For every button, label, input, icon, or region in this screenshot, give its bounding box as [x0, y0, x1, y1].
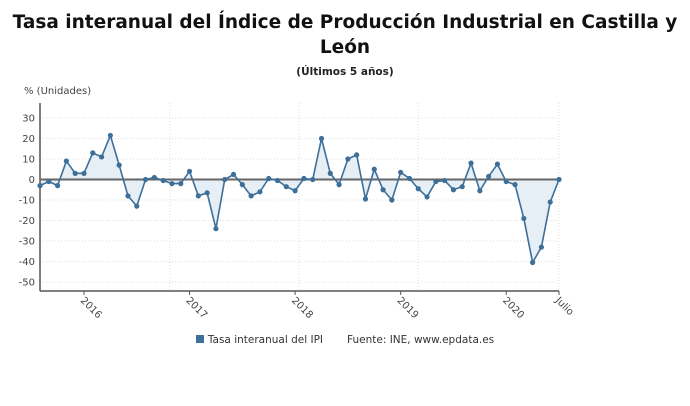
data-point	[116, 162, 122, 168]
y-tick-label: -30	[19, 237, 35, 248]
source-label: Fuente: INE, www.epdata.es	[347, 334, 495, 346]
x-tick-label: 2019	[395, 295, 421, 321]
data-point	[239, 182, 245, 188]
data-point	[37, 183, 43, 189]
data-point	[274, 177, 281, 184]
data-point	[468, 160, 474, 166]
data-point	[134, 203, 140, 209]
data-point	[230, 171, 237, 177]
y-tick-label: -50	[19, 278, 35, 289]
data-point	[283, 184, 289, 190]
legend-swatch	[195, 335, 204, 343]
data-point	[248, 193, 254, 199]
data-point	[195, 193, 201, 199]
chart-subtitle: (Últimos 5 años)	[296, 66, 394, 78]
data-point	[477, 188, 483, 194]
data-point	[257, 189, 263, 195]
data-point	[354, 152, 360, 158]
data-point	[547, 199, 553, 205]
data-point	[494, 161, 501, 167]
chart-title: Tasa interanual del Índice de Producción…	[12, 12, 678, 58]
y-tick-label: 30	[22, 114, 35, 125]
data-point	[54, 183, 61, 189]
data-point	[169, 181, 175, 187]
data-point	[450, 187, 457, 193]
x-tick-label: 2018	[289, 295, 315, 321]
data-point	[98, 154, 105, 160]
x-tick-label: 2016	[78, 295, 104, 321]
y-tick-label: 0	[29, 175, 35, 186]
y-tick-label: 20	[22, 134, 35, 145]
data-point	[530, 259, 536, 266]
data-point	[362, 196, 369, 202]
x-tick-label: 2017	[183, 295, 209, 321]
data-point	[301, 175, 307, 182]
data-point	[72, 170, 78, 176]
data-point	[459, 184, 465, 190]
data-point	[46, 178, 52, 185]
data-point	[486, 173, 492, 180]
data-point	[151, 174, 157, 181]
y-tick-label: 10	[22, 155, 35, 166]
data-point	[503, 178, 509, 185]
data-point	[556, 176, 562, 183]
data-point	[222, 176, 228, 183]
data-point	[371, 166, 377, 172]
data-point	[398, 169, 404, 175]
data-point	[178, 181, 184, 187]
data-point	[63, 158, 69, 164]
data-point	[538, 244, 545, 250]
data-point	[90, 150, 96, 156]
data-point	[81, 170, 87, 176]
data-point	[310, 176, 316, 183]
x-tick-label: Julio	[552, 295, 575, 318]
series-line	[39, 133, 560, 265]
data-point	[424, 194, 430, 200]
data-point	[125, 193, 131, 199]
data-point	[292, 188, 298, 194]
legend: Tasa interanual del IPI Fuente: INE, www.…	[0, 334, 690, 346]
y-tick-label: -20	[19, 216, 35, 227]
y-axis-label: % (Unidades)	[24, 86, 91, 97]
y-tick-label: -10	[19, 196, 35, 207]
data-point	[406, 175, 413, 182]
data-point	[380, 187, 386, 193]
data-point	[186, 168, 193, 174]
data-point	[512, 182, 518, 188]
data-point	[107, 132, 113, 139]
legend-series-label[interactable]: Tasa interanual del IPI	[207, 334, 324, 346]
data-point	[521, 215, 527, 222]
data-point	[442, 177, 448, 184]
x-tick-label: 2020	[500, 295, 526, 321]
data-point	[204, 190, 210, 196]
data-point	[415, 186, 421, 192]
data-point	[213, 226, 219, 232]
data-point	[142, 176, 149, 183]
data-point	[336, 182, 342, 188]
data-point	[433, 178, 439, 185]
data-point	[318, 135, 325, 142]
data-point	[345, 156, 351, 162]
data-point	[160, 177, 166, 184]
chart: % (Unidades) 30 20 10 0 -10 -20 -30 -40 -50 2016…	[19, 86, 576, 321]
y-tick-label: -40	[19, 257, 35, 268]
data-point	[389, 197, 395, 203]
data-point	[266, 175, 272, 182]
data-point	[327, 170, 333, 176]
